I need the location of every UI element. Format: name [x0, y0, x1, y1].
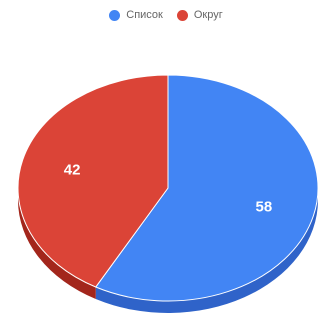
- legend-swatch-series-1: [176, 9, 188, 21]
- data-label-series-1: 42: [64, 161, 81, 178]
- pie-sides: [18, 188, 319, 313]
- legend: Список Округ: [0, 9, 332, 21]
- pie-slice-series-0[interactable]: [94, 74, 319, 302]
- legend-label-series-1: Округ: [193, 9, 223, 21]
- pie-side-series-0: [95, 188, 319, 313]
- legend-swatch-series-0: [109, 9, 121, 21]
- pie-slice-series-1[interactable]: [17, 74, 169, 288]
- legend-item-series-0[interactable]: Список: [109, 9, 163, 21]
- data-label-series-0: 58: [256, 199, 273, 216]
- pie-side-series-1: [18, 188, 96, 300]
- legend-label-series-0: Список: [126, 9, 163, 21]
- legend-item-series-1[interactable]: Округ: [176, 9, 223, 21]
- pie-slices: [17, 74, 319, 302]
- pie-labels: 58 42: [64, 161, 272, 215]
